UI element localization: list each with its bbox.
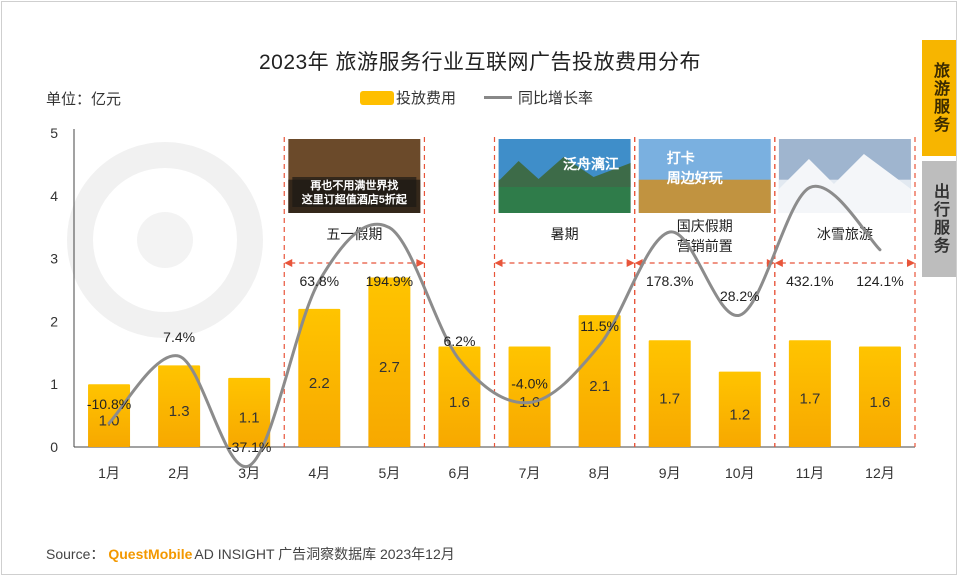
bar <box>298 308 341 447</box>
x-tick-label: 4月 <box>308 465 330 481</box>
bar <box>788 340 831 447</box>
period-label: 国庆假期 <box>677 218 733 234</box>
bar-value-label: 2.1 <box>589 378 610 395</box>
thumbnail-text: 再也不用满世界找 <box>310 178 398 192</box>
chart-title: 2023年 旅游服务行业互联网广告投放费用分布 <box>258 51 702 74</box>
thumbnail-text: 周边好玩 <box>667 170 723 186</box>
bar-value-label: 1.3 <box>169 403 190 420</box>
bar <box>88 384 131 447</box>
arrow-left-icon <box>774 259 783 267</box>
growth-label: 432.1% <box>786 273 833 289</box>
bar <box>158 365 201 447</box>
karst-hills-icon <box>498 157 631 187</box>
legend: 投放费用 同比增长率 <box>360 87 593 108</box>
growth-label: -37.1% <box>227 439 271 455</box>
x-tick-label: 11月 <box>796 465 825 481</box>
bar-value-label: 2.7 <box>379 359 400 376</box>
bar <box>368 277 411 447</box>
growth-label: 178.3% <box>646 273 693 289</box>
period-label: 冰雪旅游 <box>817 226 873 242</box>
growth-label: 6.2% <box>443 333 475 349</box>
growth-label: -4.0% <box>511 376 548 392</box>
growth-label: 194.9% <box>366 273 413 289</box>
arrow-left-icon <box>284 259 293 267</box>
growth-label: 28.2% <box>720 288 760 304</box>
bar-value-label: 1.6 <box>449 394 470 411</box>
bar <box>578 315 621 447</box>
period-label: 暑期 <box>551 226 579 242</box>
x-tick-label: 9月 <box>659 465 681 481</box>
watermark-dot-icon <box>137 212 193 268</box>
growth-label: -10.8% <box>87 396 131 412</box>
y-tick-label: 2 <box>50 313 58 329</box>
x-tick-label: 12月 <box>865 465 895 481</box>
growth-line <box>107 184 882 469</box>
growth-label: 7.4% <box>163 329 195 345</box>
watermark-ring-icon <box>67 142 263 338</box>
source-brand: QuestMobile <box>108 546 193 562</box>
source-prefix: Source： <box>46 546 105 562</box>
bar <box>508 346 551 447</box>
y-tick-label: 3 <box>50 251 58 267</box>
bar-value-label: 2.2 <box>309 375 330 392</box>
snow-mountain-icon <box>778 154 911 213</box>
bar-value-label: 1.7 <box>799 391 820 408</box>
y-tick-label: 0 <box>50 439 58 455</box>
source-note: Source： QuestMobile AD INSIGHT 广告洞察数据库 2… <box>46 544 455 564</box>
bar-value-label: 1.2 <box>729 406 750 423</box>
thumbnail-text: 泛舟漓江 <box>563 156 619 172</box>
bar <box>648 340 691 447</box>
tab-travel-services[interactable]: 旅游服务 <box>922 40 956 156</box>
thumbnail-text: 这里订超值酒店5折起 <box>302 192 408 206</box>
tab-transport-services[interactable]: 出行服务 <box>922 161 956 277</box>
legend-bar-label: 投放费用 <box>396 90 457 107</box>
x-tick-label: 6月 <box>449 465 471 481</box>
legend-bar-swatch <box>360 90 394 105</box>
x-tick-label: 10月 <box>725 465 755 481</box>
bar <box>718 371 761 447</box>
thumbnail-text: 打卡 <box>667 150 695 166</box>
bar-value-label: 1.1 <box>239 409 260 426</box>
source-suffix: AD INSIGHT 广告洞察数据库 2023年12月 <box>194 546 455 562</box>
bar-value-label: 1.6 <box>870 394 891 411</box>
growth-label: 11.5% <box>580 318 619 334</box>
bar <box>228 377 271 447</box>
thumbnail-lower <box>638 179 771 213</box>
growth-label: 63.8% <box>299 273 339 289</box>
growth-label: 124.1% <box>856 273 903 289</box>
unit-label: 单位：亿元 <box>46 91 122 108</box>
bar <box>858 346 901 447</box>
x-tick-label: 7月 <box>519 465 541 481</box>
legend-line-label: 同比增长率 <box>518 90 594 107</box>
x-tick-label: 8月 <box>589 465 611 481</box>
arrow-right-icon <box>626 259 635 267</box>
x-tick-label: 5月 <box>378 465 400 481</box>
legend-line-swatch <box>484 96 513 99</box>
x-tick-label: 1月 <box>98 465 120 481</box>
arrow-right-icon <box>907 259 915 267</box>
x-tick-label: 3月 <box>238 465 260 481</box>
x-tick-label: 2月 <box>168 465 190 481</box>
thumbnail-banner <box>292 177 417 207</box>
y-tick-label: 4 <box>50 188 58 204</box>
arrow-right-icon <box>416 259 425 267</box>
arrow-left-icon <box>494 259 503 267</box>
y-tick-label: 1 <box>50 376 58 392</box>
bar-value-label: 1.7 <box>659 391 680 408</box>
y-tick-label: 5 <box>50 125 58 141</box>
